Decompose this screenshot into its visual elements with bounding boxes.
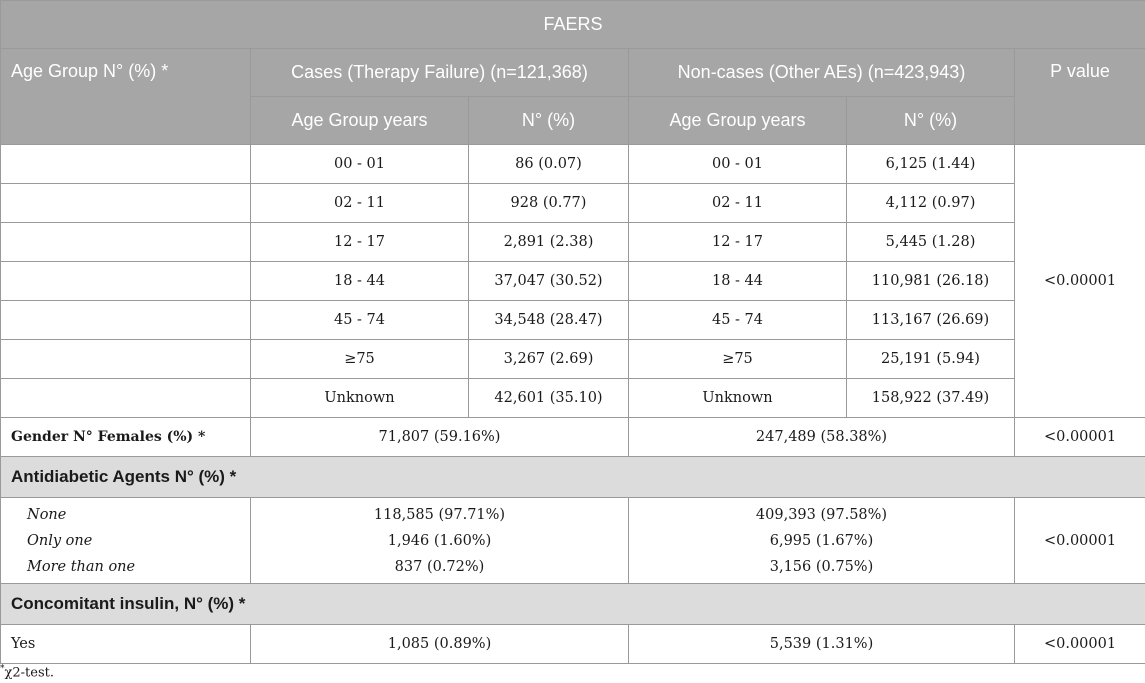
antidiabetic-labels: None Only one More than one bbox=[0, 497, 251, 584]
age-group-label-cell bbox=[0, 300, 251, 340]
insulin-noncases-cell: 5,539 (1.31%) bbox=[628, 624, 1015, 664]
cases-n-cell: 2,891 (2.38) bbox=[468, 222, 629, 262]
noncases-age-cell: 45 - 74 bbox=[628, 300, 847, 340]
subheader-cases-age-years: Age Group years bbox=[250, 96, 469, 145]
antidiabetic-noncases-cell: 409,393 (97.58%) 6,995 (1.67%) 3,156 (0.… bbox=[628, 497, 1015, 584]
cases-n-cell: 928 (0.77) bbox=[468, 183, 629, 223]
antidiabetic-noncases-value: 409,393 (97.58%) bbox=[755, 506, 888, 523]
table-row: 00 - 01 86 (0.07) 00 - 01 6,125 (1.44) <… bbox=[0, 144, 1145, 418]
cases-age-cell: 18 - 44 bbox=[250, 261, 469, 301]
gender-noncases-cell: 247,489 (58.38%) bbox=[628, 417, 1015, 457]
gender-row: Gender N° Females (%) * 71,807 (59.16%) … bbox=[0, 417, 1145, 457]
noncases-n-cell: 113,167 (26.69) bbox=[846, 300, 1015, 340]
noncases-n-cell: 6,125 (1.44) bbox=[846, 144, 1015, 184]
footnote: *χ2-test. bbox=[0, 664, 54, 680]
antidiabetic-label: Only one bbox=[27, 532, 93, 549]
insulin-cases-cell: 1,085 (0.89%) bbox=[250, 624, 629, 664]
footnote-text: χ2-test. bbox=[4, 665, 55, 681]
antidiabetic-label: None bbox=[27, 506, 67, 523]
noncases-age-cell: 12 - 17 bbox=[628, 222, 847, 262]
subheader-noncases-n-pct: N° (%) bbox=[846, 96, 1015, 145]
header-cases: Cases (Therapy Failure) (n=121,368) bbox=[250, 48, 629, 97]
noncases-n-cell: 158,922 (37.49) bbox=[846, 378, 1015, 418]
insulin-pvalue-cell: <0.00001 bbox=[1013, 624, 1145, 664]
age-group-label-cell bbox=[0, 222, 251, 262]
noncases-n-cell: 110,981 (26.18) bbox=[846, 261, 1015, 301]
age-group-label-cell bbox=[0, 183, 251, 223]
table-row: 12 - 17 2,891 (2.38) 12 - 17 5,445 (1.28… bbox=[0, 222, 1145, 262]
antidiabetic-label: More than one bbox=[27, 558, 136, 575]
cases-age-cell: ≥75 bbox=[250, 339, 469, 379]
noncases-age-cell: Unknown bbox=[628, 378, 847, 418]
cases-age-cell: 00 - 01 bbox=[250, 144, 469, 184]
table-row: 45 - 74 34,548 (28.47) 45 - 74 113,167 (… bbox=[0, 300, 1145, 340]
cases-n-cell: 86 (0.07) bbox=[468, 144, 629, 184]
table-row: ≥75 3,267 (2.69) ≥75 25,191 (5.94) bbox=[0, 339, 1145, 379]
subheader-cases-n-pct: N° (%) bbox=[468, 96, 629, 145]
noncases-n-cell: 25,191 (5.94) bbox=[846, 339, 1015, 379]
subheader-noncases-age-years: Age Group years bbox=[628, 96, 847, 145]
noncases-age-cell: ≥75 bbox=[628, 339, 847, 379]
footnote-mark: * bbox=[0, 664, 5, 674]
antidiabetic-cases-value: 1,946 (1.60%) bbox=[387, 532, 492, 549]
header-noncases: Non-cases (Other AEs) (n=423,943) bbox=[628, 48, 1015, 97]
cases-age-cell: 45 - 74 bbox=[250, 300, 469, 340]
cases-n-cell: 3,267 (2.69) bbox=[468, 339, 629, 379]
antidiabetic-pvalue-cell: <0.00001 bbox=[1013, 497, 1145, 584]
gender-cases-cell: 71,807 (59.16%) bbox=[250, 417, 629, 457]
cases-age-cell: 12 - 17 bbox=[250, 222, 469, 262]
gender-label: Gender N° Females (%) * bbox=[0, 417, 251, 457]
cases-n-cell: 37,047 (30.52) bbox=[468, 261, 629, 301]
table-row: 18 - 44 37,047 (30.52) 18 - 44 110,981 (… bbox=[0, 261, 1145, 301]
noncases-n-cell: 5,445 (1.28) bbox=[846, 222, 1015, 262]
antidiabetic-noncases-value: 3,156 (0.75%) bbox=[769, 558, 874, 575]
insulin-row: Yes 1,085 (0.89%) 5,539 (1.31%) <0.00001 bbox=[0, 624, 1145, 664]
age-group-label-cell bbox=[0, 261, 251, 301]
antidiabetic-section-header: Antidiabetic Agents N° (%) * bbox=[0, 456, 1145, 498]
insulin-section-header: Concomitant insulin, N° (%) * bbox=[0, 583, 1145, 625]
cases-age-cell: Unknown bbox=[250, 378, 469, 418]
noncases-age-cell: 02 - 11 bbox=[628, 183, 847, 223]
noncases-age-cell: 18 - 44 bbox=[628, 261, 847, 301]
cases-n-cell: 34,548 (28.47) bbox=[468, 300, 629, 340]
age-pvalue-cell: <0.00001 bbox=[1013, 144, 1145, 418]
cases-age-cell: 02 - 11 bbox=[250, 183, 469, 223]
age-group-label-cell bbox=[0, 378, 251, 418]
noncases-age-cell: 00 - 01 bbox=[628, 144, 847, 184]
cases-n-cell: 42,601 (35.10) bbox=[468, 378, 629, 418]
table-row: 02 - 11 928 (0.77) 02 - 11 4,112 (0.97) bbox=[0, 183, 1145, 223]
antidiabetic-noncases-value: 6,995 (1.67%) bbox=[769, 532, 874, 549]
antidiabetic-row: None Only one More than one 118,585 (97.… bbox=[0, 497, 1145, 584]
age-group-label-cell bbox=[0, 144, 251, 184]
header-age-group: Age Group N° (%) * bbox=[0, 48, 251, 145]
antidiabetic-cases-cell: 118,585 (97.71%) 1,946 (1.60%) 837 (0.72… bbox=[250, 497, 629, 584]
antidiabetic-cases-value: 837 (0.72%) bbox=[394, 558, 485, 575]
insulin-label: Yes bbox=[0, 624, 251, 664]
table-title: FAERS bbox=[0, 0, 1145, 49]
table-row: Unknown 42,601 (35.10) Unknown 158,922 (… bbox=[0, 378, 1145, 418]
antidiabetic-cases-value: 118,585 (97.71%) bbox=[373, 506, 506, 523]
age-group-label-cell bbox=[0, 339, 251, 379]
faers-table: FAERS Age Group N° (%) * Cases (Therapy … bbox=[0, 0, 1145, 664]
header-pvalue: P value bbox=[1013, 48, 1145, 145]
noncases-n-cell: 4,112 (0.97) bbox=[846, 183, 1015, 223]
gender-pvalue-cell: <0.00001 bbox=[1013, 417, 1145, 457]
